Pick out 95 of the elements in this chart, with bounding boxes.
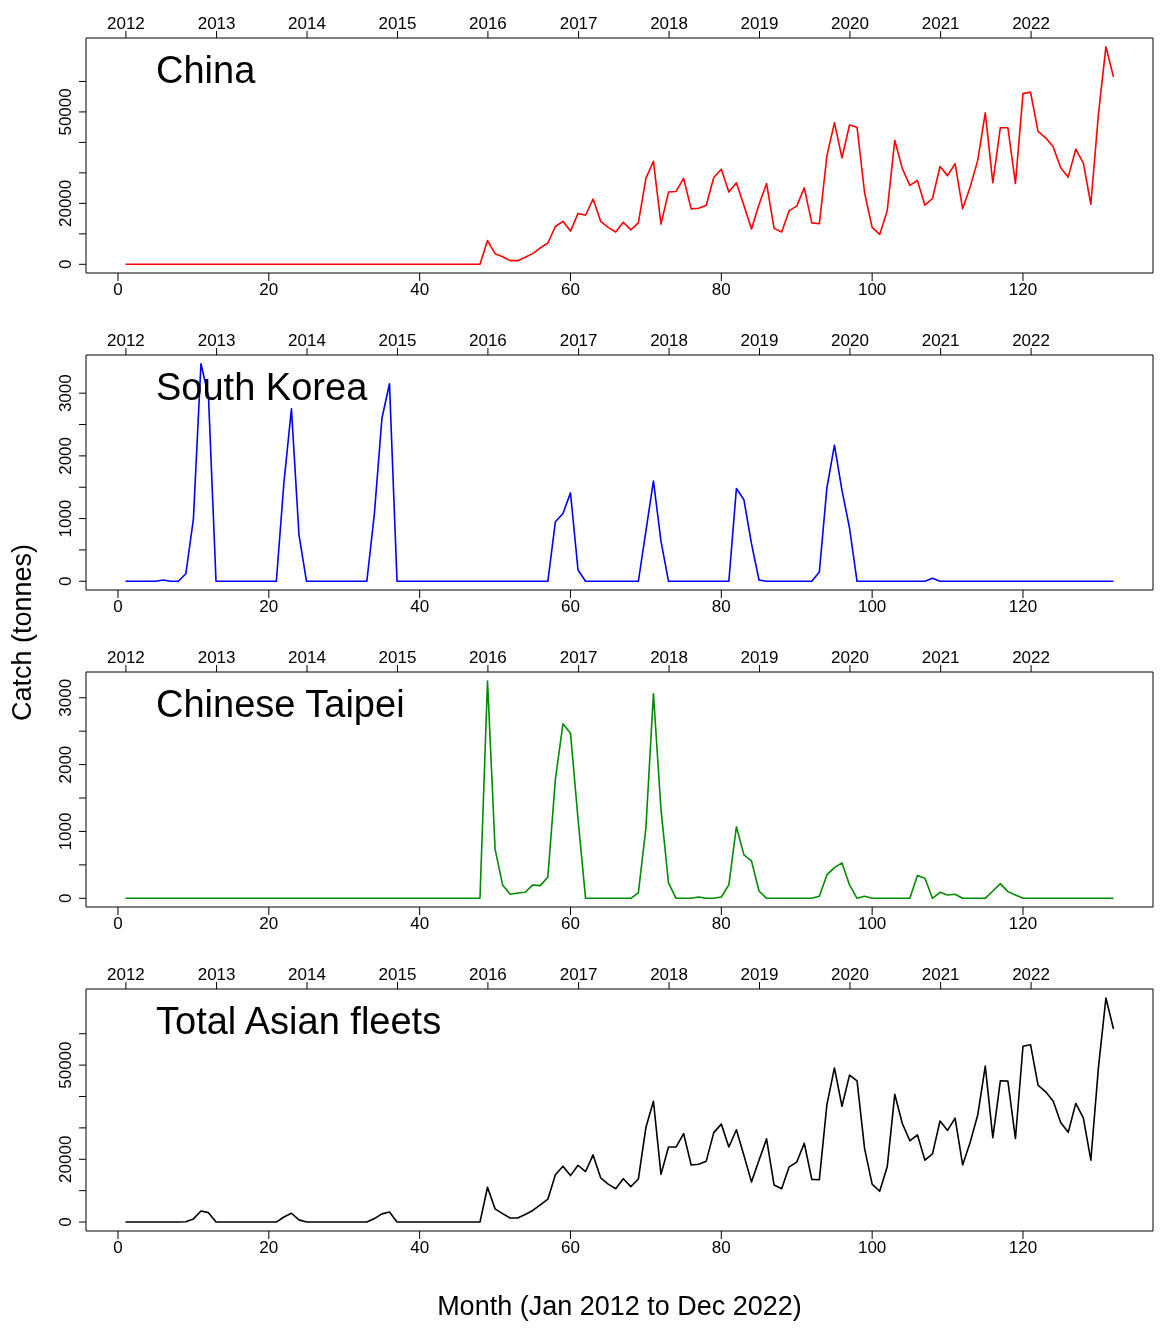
x2-tick-label: 2020 — [831, 14, 869, 33]
x2-tick-label: 2016 — [469, 965, 507, 984]
line-series — [124, 680, 1115, 900]
x2-tick-label: 2013 — [197, 648, 236, 667]
y-tick-label: 0 — [56, 893, 75, 904]
x2-tick-label: 2017 — [559, 331, 598, 350]
x-tick-label: 80 — [711, 597, 731, 617]
x2-tick-label: 2012 — [106, 331, 145, 350]
x2-tick-label: 2016 — [469, 331, 507, 350]
y-tick-label: 2000 — [56, 436, 75, 475]
x2-tick-label: 2016 — [469, 14, 507, 33]
x-tick-label: 40 — [410, 597, 430, 617]
x-tick-label: 40 — [410, 1238, 430, 1258]
x-tick-label: 80 — [711, 914, 731, 934]
x2-tick-label: 2012 — [106, 965, 145, 984]
x-tick-label: 120 — [1008, 914, 1038, 934]
x-tick-label: 120 — [1008, 597, 1038, 617]
x-tick-label: 40 — [410, 914, 430, 934]
x2-tick-label: 2017 — [559, 648, 598, 667]
x-tick-label: 100 — [857, 597, 887, 617]
y-tick-label: 20000 — [56, 179, 75, 227]
x-tick-label: 0 — [113, 280, 123, 300]
y-tick-label: 3000 — [56, 374, 75, 413]
x2-tick-label: 2019 — [740, 648, 779, 667]
x2-tick-label: 2014 — [288, 965, 326, 984]
x-tick-label: 20 — [259, 914, 279, 934]
x-tick-label: 120 — [1008, 1238, 1038, 1258]
x2-tick-label: 2022 — [1012, 965, 1050, 984]
x2-tick-label: 2013 — [197, 14, 236, 33]
x2-tick-label: 2012 — [106, 648, 145, 667]
x2-tick-label: 2014 — [288, 648, 326, 667]
x2-tick-label: 2021 — [921, 965, 960, 984]
x-tick-label: 0 — [113, 914, 123, 934]
y-tick-label: 3000 — [56, 678, 75, 717]
x2-tick-label: 2015 — [378, 648, 417, 667]
x2-tick-label: 2015 — [378, 331, 417, 350]
x-tick-label: 60 — [561, 597, 580, 617]
x2-tick-label: 2022 — [1012, 648, 1050, 667]
x2-tick-label: 2017 — [559, 965, 598, 984]
x2-tick-label: 2020 — [831, 648, 869, 667]
x-tick-label: 80 — [711, 1238, 731, 1258]
y-tick-label: 0 — [56, 576, 75, 587]
x2-tick-label: 2014 — [288, 14, 326, 33]
y-tick-label: 0 — [56, 259, 75, 270]
x2-tick-label: 2016 — [469, 648, 507, 667]
x-tick-label: 120 — [1008, 280, 1038, 300]
chart-title: Chinese Taipei — [156, 682, 405, 726]
x2-tick-label: 2022 — [1012, 14, 1050, 33]
x-tick-label: 0 — [113, 597, 123, 617]
x2-tick-label: 2013 — [197, 965, 236, 984]
x2-tick-label: 2015 — [378, 14, 417, 33]
x2-tick-label: 2020 — [831, 965, 869, 984]
y-tick-label: 2000 — [56, 745, 75, 784]
x2-tick-label: 2018 — [650, 331, 688, 350]
y-tick-label: 50000 — [56, 88, 75, 136]
line-series — [124, 45, 1115, 266]
x-tick-label: 80 — [711, 280, 731, 300]
x-tick-label: 100 — [857, 280, 887, 300]
y-tick-label: 0 — [56, 1217, 75, 1227]
x2-tick-label: 2019 — [740, 14, 779, 33]
x-tick-label: 20 — [259, 597, 279, 617]
y-tick-label: 50000 — [56, 1041, 75, 1089]
x2-tick-label: 2012 — [106, 14, 145, 33]
x2-tick-label: 2018 — [650, 965, 688, 984]
x2-tick-label: 2021 — [921, 331, 960, 350]
y-axis-title: Catch (tonnes) — [6, 544, 38, 722]
x-tick-label: 100 — [857, 914, 887, 934]
x-tick-label: 0 — [113, 1238, 123, 1258]
x2-tick-label: 2018 — [650, 14, 688, 33]
x2-tick-label: 2019 — [740, 965, 779, 984]
x2-tick-label: 2013 — [197, 331, 236, 350]
line-series — [124, 362, 1115, 583]
chart-title: China — [156, 48, 256, 92]
x2-tick-label: 2020 — [831, 331, 869, 350]
x-tick-label: 60 — [561, 280, 580, 300]
x2-tick-label: 2017 — [559, 14, 598, 33]
y-tick-label: 1000 — [56, 499, 75, 538]
x2-tick-label: 2019 — [740, 331, 779, 350]
line-series — [124, 997, 1115, 1223]
x-tick-label: 20 — [259, 280, 279, 300]
x-axis-title: Month (Jan 2012 to Dec 2022) — [437, 1291, 802, 1321]
x2-tick-label: 2021 — [921, 648, 960, 667]
chart-title: Total Asian fleets — [156, 999, 442, 1043]
x-tick-label: 20 — [259, 1238, 279, 1258]
y-tick-label: 20000 — [56, 1135, 75, 1183]
y-tick-label: 1000 — [56, 812, 75, 851]
x2-tick-label: 2022 — [1012, 331, 1050, 350]
x2-tick-label: 2014 — [288, 331, 326, 350]
x-tick-label: 60 — [561, 914, 580, 934]
x2-tick-label: 2015 — [378, 965, 417, 984]
x-tick-label: 100 — [857, 1238, 887, 1258]
x2-tick-label: 2021 — [921, 14, 960, 33]
x-tick-label: 60 — [561, 1238, 580, 1258]
x2-tick-label: 2018 — [650, 648, 688, 667]
x-tick-label: 40 — [410, 280, 430, 300]
